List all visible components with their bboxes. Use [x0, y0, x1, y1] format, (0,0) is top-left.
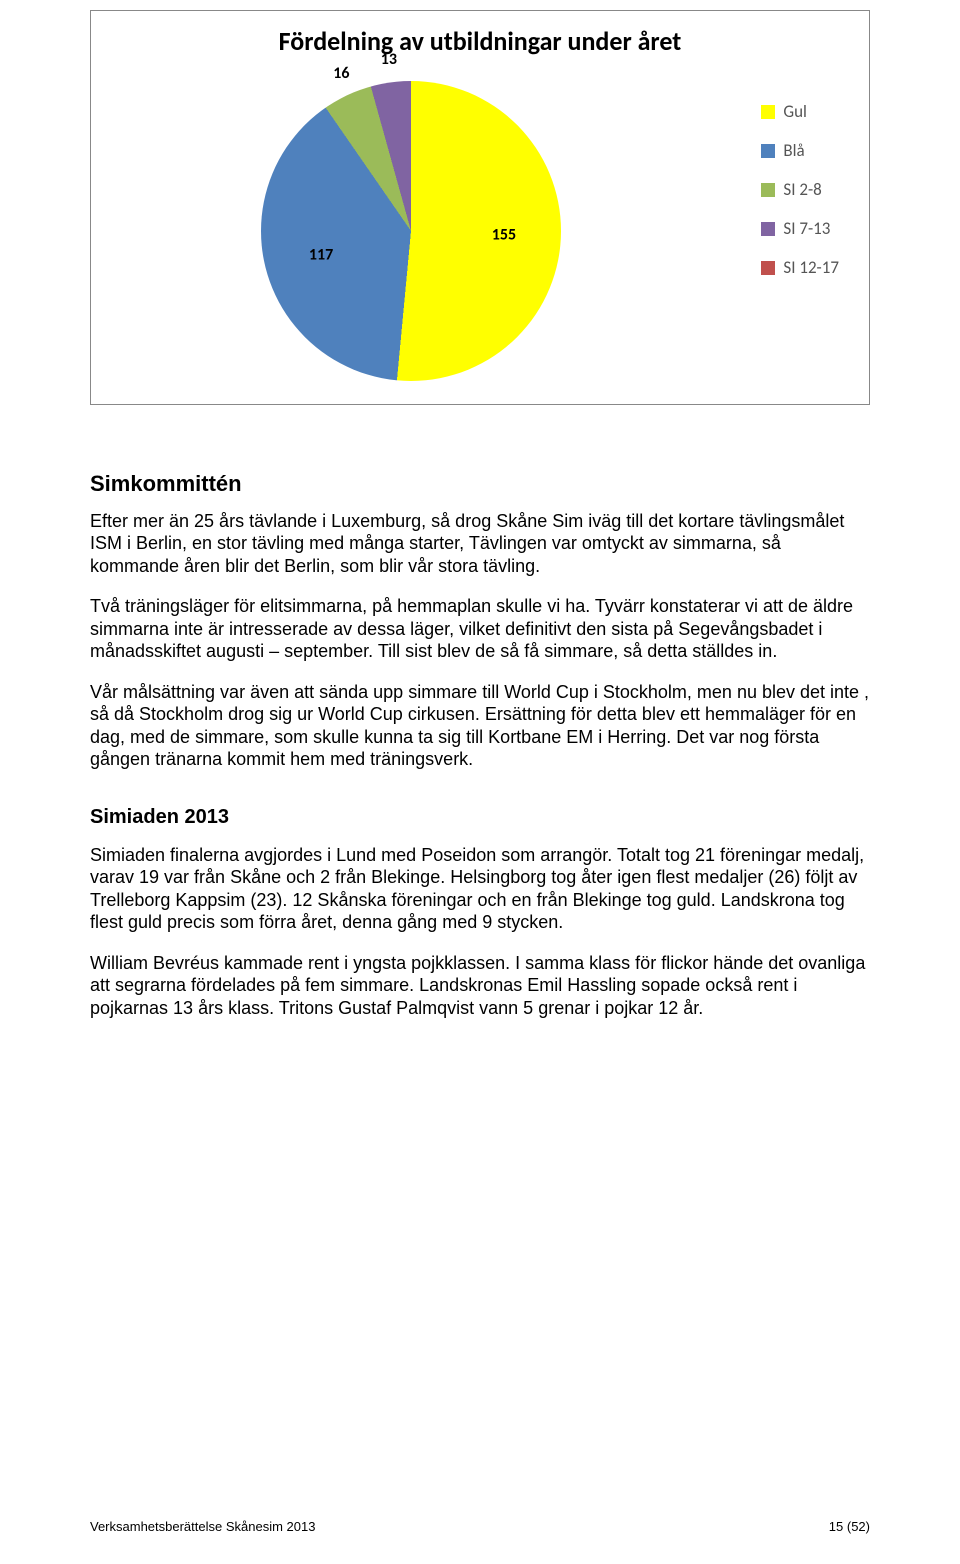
legend-label: Gul	[783, 101, 807, 122]
legend-item: SI 2-8	[761, 179, 839, 200]
pie-slice-label: 16	[333, 64, 349, 83]
legend-swatch	[761, 105, 775, 119]
pie-slice-label: 117	[309, 245, 333, 264]
legend-item: SI 7-13	[761, 218, 839, 239]
paragraph: Vår målsättning var även att sända upp s…	[90, 681, 870, 771]
page-footer: Verksamhetsberättelse Skånesim 2013 15 (…	[90, 1519, 870, 1534]
document-body: Simkommittén Efter mer än 25 års tävland…	[90, 470, 870, 1037]
legend-item: Blå	[761, 140, 839, 161]
legend-label: SI 2-8	[783, 179, 821, 200]
legend-label: Blå	[783, 140, 804, 161]
section-heading-simiaden: Simiaden 2013	[90, 805, 870, 830]
paragraph: Simiaden finalerna avgjordes i Lund med …	[90, 844, 870, 934]
legend-label: SI 12-17	[783, 257, 839, 278]
footer-left: Verksamhetsberättelse Skånesim 2013	[90, 1519, 315, 1534]
footer-right: 15 (52)	[829, 1519, 870, 1534]
section-heading-simkommitten: Simkommittén	[90, 470, 870, 498]
pie-slice-label: 13	[381, 50, 397, 69]
legend-swatch	[761, 183, 775, 197]
paragraph: William Bevréus kammade rent i yngsta po…	[90, 952, 870, 1020]
legend-item: Gul	[761, 101, 839, 122]
chart-legend: Gul Blå SI 2-8 SI 7-13 SI 12-17	[761, 101, 839, 278]
legend-swatch	[761, 222, 775, 236]
pie-slice-label: 155	[492, 226, 516, 245]
paragraph: Efter mer än 25 års tävlande i Luxemburg…	[90, 510, 870, 578]
chart-title: Fördelning av utbildningar under året	[91, 25, 869, 57]
pie-chart: 1551171613	[261, 81, 561, 381]
legend-swatch	[761, 144, 775, 158]
legend-label: SI 7-13	[783, 218, 830, 239]
legend-item: SI 12-17	[761, 257, 839, 278]
paragraph: Två träningsläger för elitsimmarna, på h…	[90, 595, 870, 663]
chart-container: Fördelning av utbildningar under året 15…	[90, 10, 870, 405]
legend-swatch	[761, 261, 775, 275]
